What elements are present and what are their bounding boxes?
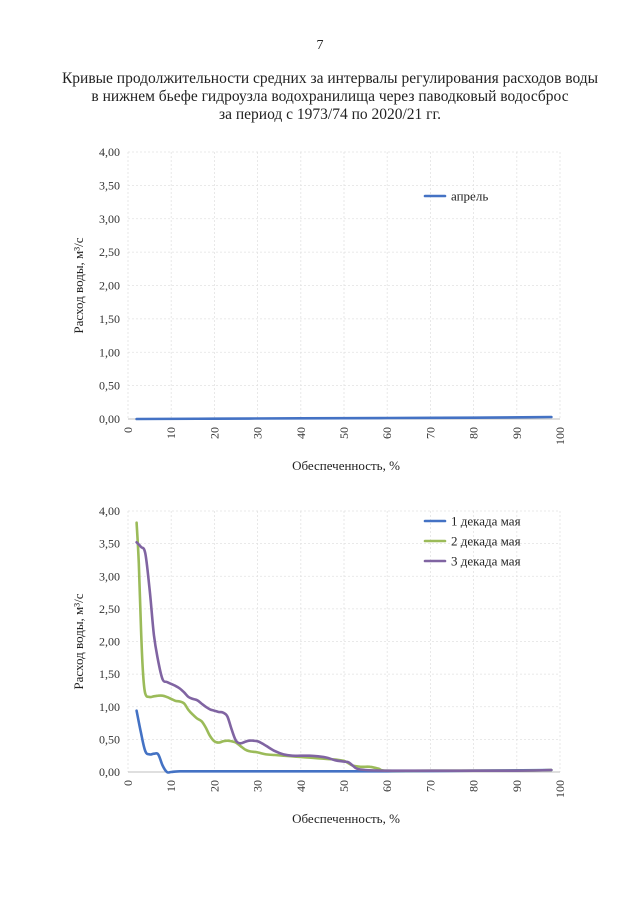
- chart0-y-tick-label: 3,00: [99, 212, 120, 226]
- chart1-y-tick-label: 1,00: [99, 700, 120, 714]
- chart1-x-tick-label: 40: [294, 780, 308, 792]
- chart0-y-tick-label: 0,00: [99, 412, 120, 426]
- chart0-x-tick-label: 10: [164, 427, 178, 439]
- chart1-x-tick-label: 10: [164, 780, 178, 792]
- page-title-line-2: в нижнем бьефе гидроузла водохранилища ч…: [40, 88, 620, 106]
- chart0-y-tick-label: 1,50: [99, 312, 120, 326]
- chart0-y-tick-label: 4,00: [99, 145, 120, 159]
- chart0-x-tick-label: 0: [121, 427, 135, 433]
- chart1-x-tick-label: 100: [553, 780, 567, 798]
- chart1-y-tick-label: 2,00: [99, 635, 120, 649]
- chart1-y-tick-label: 3,00: [99, 569, 120, 583]
- page-title: Кривые продолжительности средних за инте…: [40, 70, 620, 124]
- chart0-x-tick-label: 100: [553, 427, 567, 445]
- chart0-series-line-1: [137, 417, 552, 419]
- chart1-x-axis-title: Обеспеченность, %: [292, 811, 400, 826]
- chart1-x-tick-label: 0: [121, 780, 135, 786]
- chart1-x-tick-label: 60: [380, 780, 394, 792]
- chart0-y-tick-label: 2,00: [99, 279, 120, 293]
- chart0-legend-label-1: апрель: [451, 189, 488, 204]
- chart1-y-tick-label: 3,50: [99, 537, 120, 551]
- page-title-line-1: Кривые продолжительности средних за инте…: [40, 70, 620, 88]
- chart0-y-tick-label: 3,50: [99, 178, 120, 192]
- chart0-y-axis-title: Расход воды, м³/с: [71, 237, 86, 333]
- chart1-y-axis-title: Расход воды, м³/с: [71, 593, 86, 689]
- chart0-y-tick-label: 2,50: [99, 245, 120, 259]
- page-number: 7: [0, 38, 640, 54]
- chart0-x-tick-label: 30: [251, 427, 265, 439]
- chart1-x-tick-label: 20: [207, 780, 221, 792]
- chart1-legend-label-3: 3 декада мая: [451, 554, 521, 569]
- chart1-x-tick-label: 90: [510, 780, 524, 792]
- chart0-x-tick-label: 20: [207, 427, 221, 439]
- chart1-x-tick-label: 30: [251, 780, 265, 792]
- chart0-x-tick-label: 80: [467, 427, 481, 439]
- chart-may-decades: 0,00 0,50 1,00 1,50 2,00 2,50 3,00 3,50 4,00 0 10 2…: [0, 500, 640, 835]
- chart0-x-tick-label: 40: [294, 427, 308, 439]
- chart0-x-tick-label: 70: [423, 427, 437, 439]
- chart0-x-axis-title: Обеспеченность, %: [292, 458, 400, 473]
- chart1-y-tick-label: 0,00: [99, 765, 120, 779]
- chart0-x-tick-label: 90: [510, 427, 524, 439]
- chart1-x-tick-label: 80: [467, 780, 481, 792]
- chart1-legend-label-2: 2 декада мая: [451, 534, 521, 549]
- page-title-line-3: за период с 1973/74 по 2020/21 гг.: [40, 106, 620, 124]
- chart0-x-tick-label: 50: [337, 427, 351, 439]
- chart1-y-tick-label: 4,00: [99, 504, 120, 518]
- chart0-y-tick-label: 1,00: [99, 345, 120, 359]
- chart1-y-tick-label: 1,50: [99, 667, 120, 681]
- chart1-x-tick-label: 50: [337, 780, 351, 792]
- chart1-x-tick-label: 70: [423, 780, 437, 792]
- chart1-y-tick-label: 0,50: [99, 732, 120, 746]
- chart-april: 0,00 0,50 1,00 1,50 2,00 2,50 3,00 3,50 4,00 0 10 2…: [0, 140, 640, 480]
- chart1-legend-label-1: 1 декада мая: [451, 514, 521, 529]
- chart0-y-tick-label: 0,50: [99, 379, 120, 393]
- chart1-y-tick-label: 2,50: [99, 602, 120, 616]
- chart0-x-tick-label: 60: [380, 427, 394, 439]
